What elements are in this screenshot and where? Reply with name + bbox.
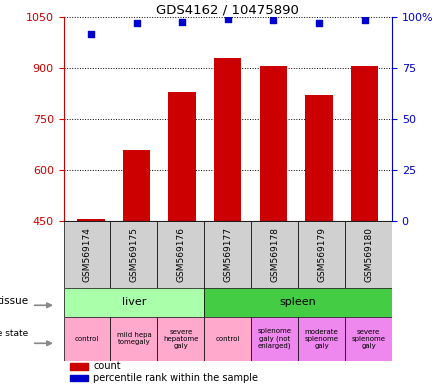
Bar <box>169 92 196 221</box>
Bar <box>110 317 157 361</box>
Text: GSM569175: GSM569175 <box>129 227 138 282</box>
Bar <box>204 221 251 288</box>
Text: GSM569177: GSM569177 <box>223 227 232 282</box>
Bar <box>298 221 345 288</box>
Title: GDS4162 / 10475890: GDS4162 / 10475890 <box>156 3 299 16</box>
Text: control: control <box>215 336 240 342</box>
Bar <box>345 317 392 361</box>
Text: GSM569179: GSM569179 <box>317 227 326 282</box>
Text: severe
hepatome
galy: severe hepatome galy <box>163 329 198 349</box>
Text: liver: liver <box>122 297 146 308</box>
Text: GSM569174: GSM569174 <box>82 227 92 282</box>
Text: tissue: tissue <box>0 296 28 306</box>
Point <box>270 17 277 23</box>
Bar <box>251 317 298 361</box>
Text: GSM569180: GSM569180 <box>364 227 373 282</box>
Bar <box>70 363 88 370</box>
Text: percentile rank within the sample: percentile rank within the sample <box>93 373 258 383</box>
Text: splenome
galy (not
enlarged): splenome galy (not enlarged) <box>258 328 292 349</box>
Bar <box>251 221 298 288</box>
Bar <box>77 219 105 221</box>
Point <box>315 20 322 26</box>
Bar <box>260 66 287 221</box>
Bar <box>204 317 251 361</box>
Text: severe
splenome
galy: severe splenome galy <box>352 329 385 349</box>
Text: GSM569176: GSM569176 <box>177 227 185 282</box>
Bar <box>204 288 392 317</box>
Text: moderate
splenome
galy: moderate splenome galy <box>304 329 339 349</box>
Point <box>87 30 94 36</box>
Text: count: count <box>93 361 121 371</box>
Point <box>179 19 186 25</box>
Bar <box>64 317 110 361</box>
Bar <box>214 58 241 221</box>
Bar <box>298 317 345 361</box>
Bar <box>157 317 204 361</box>
Text: GSM569178: GSM569178 <box>270 227 279 282</box>
Bar <box>110 221 157 288</box>
Point <box>361 17 368 23</box>
Bar <box>64 221 110 288</box>
Bar <box>345 221 392 288</box>
Bar <box>351 66 378 221</box>
Bar <box>70 375 88 381</box>
Point <box>224 16 231 22</box>
Point <box>133 20 140 26</box>
Text: mild hepa
tomegaly: mild hepa tomegaly <box>117 333 151 345</box>
Text: spleen: spleen <box>280 297 317 308</box>
Bar <box>123 149 150 221</box>
Bar <box>305 95 333 221</box>
Bar <box>157 221 204 288</box>
Text: disease state: disease state <box>0 329 28 338</box>
Text: control: control <box>75 336 99 342</box>
Bar <box>64 288 204 317</box>
